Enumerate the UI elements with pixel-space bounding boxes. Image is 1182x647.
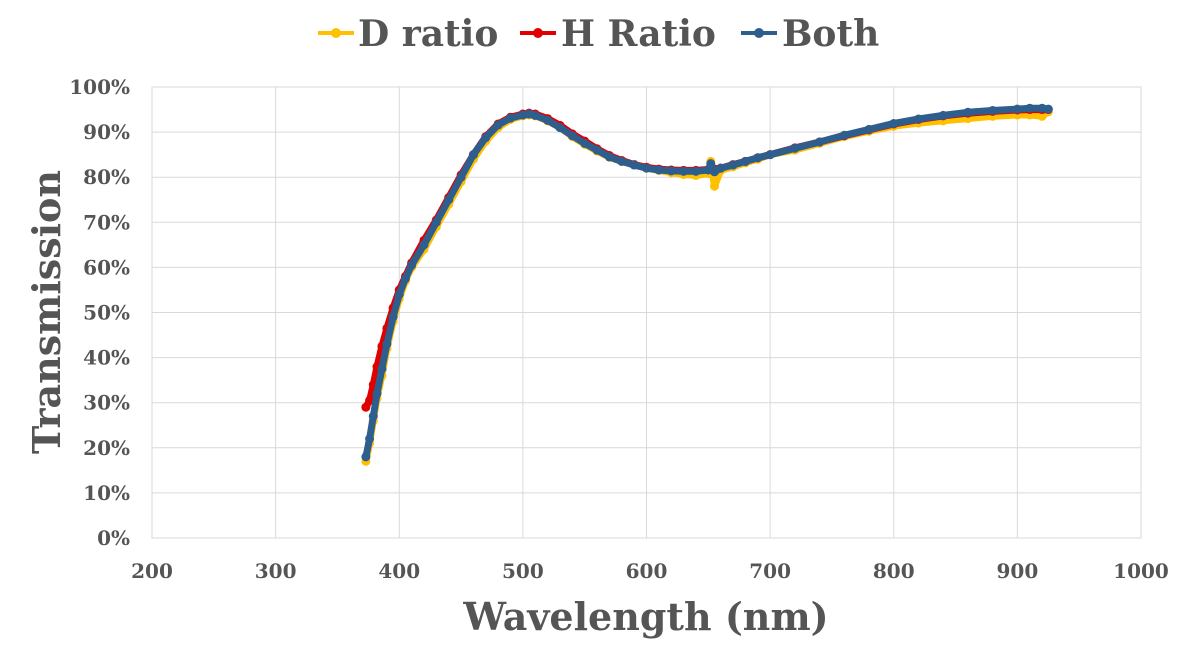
- data-point: [361, 402, 371, 412]
- data-point: [765, 150, 775, 160]
- data-point: [889, 119, 899, 129]
- legend: D ratio H Ratio Both: [318, 13, 879, 55]
- data-point: [691, 166, 701, 176]
- legend-label: D ratio: [358, 13, 498, 55]
- y-axis-ticks: 0% 10% 20% 30% 40% 50% 60% 70% 80% 90% 100%: [69, 75, 130, 550]
- data-point: [400, 274, 410, 284]
- data-point: [1025, 103, 1035, 113]
- data-point: [372, 389, 382, 399]
- data-point: [864, 124, 874, 134]
- data-point: [815, 137, 825, 147]
- y-tick-label: 10%: [83, 481, 130, 505]
- x-tick-label: 800: [873, 559, 915, 583]
- data-point: [543, 115, 553, 125]
- data-point: [382, 339, 392, 349]
- data-point: [642, 163, 651, 173]
- legend-item-d-ratio: D ratio: [318, 13, 498, 55]
- data-point: [1037, 111, 1047, 121]
- data-point: [361, 452, 371, 462]
- data-point: [679, 166, 689, 176]
- y-tick-label: 80%: [83, 165, 130, 189]
- series-both: [361, 103, 1053, 462]
- data-point: [580, 138, 590, 148]
- series-d-ratio: [361, 107, 1053, 466]
- data-point: [666, 166, 676, 176]
- data-point: [709, 181, 719, 191]
- data-point: [468, 150, 478, 160]
- data-point: [388, 312, 398, 322]
- y-axis-title: Transmission: [24, 170, 69, 454]
- data-point: [753, 153, 763, 163]
- x-tick-label: 700: [749, 559, 791, 583]
- data-point: [913, 114, 923, 124]
- legend-label: Both: [782, 13, 879, 55]
- data-point: [444, 195, 454, 205]
- data-point: [481, 133, 491, 143]
- data-point: [377, 364, 387, 374]
- data-point: [1043, 104, 1053, 114]
- data-point: [654, 165, 664, 175]
- y-tick-label: 0%: [97, 526, 130, 550]
- legend-swatch-marker: [754, 28, 764, 38]
- legend-swatch-marker: [533, 28, 543, 38]
- x-tick-label: 1000: [1113, 559, 1169, 583]
- y-tick-label: 30%: [83, 391, 130, 415]
- y-tick-label: 100%: [69, 75, 130, 99]
- data-point: [431, 217, 441, 227]
- y-tick-label: 40%: [83, 346, 130, 370]
- series-line: [362, 106, 1052, 411]
- x-tick-label: 400: [378, 559, 420, 583]
- y-tick-label: 20%: [83, 436, 130, 460]
- legend-label: H Ratio: [561, 13, 716, 55]
- data-point: [530, 110, 540, 120]
- data-point: [728, 160, 738, 170]
- data-point: [407, 260, 417, 270]
- data-point: [506, 113, 516, 123]
- data-point: [740, 156, 750, 166]
- series-layer: [361, 103, 1053, 466]
- data-point: [790, 143, 800, 153]
- data-point: [456, 172, 466, 182]
- legend-swatch-marker: [331, 28, 341, 38]
- data-point: [419, 240, 429, 250]
- y-tick-label: 60%: [83, 255, 130, 279]
- legend-item-h-ratio: H Ratio: [520, 13, 716, 55]
- y-tick-label: 90%: [83, 120, 130, 144]
- x-tick-label: 900: [997, 559, 1039, 583]
- y-tick-label: 70%: [83, 210, 130, 234]
- x-tick-label: 600: [626, 559, 668, 583]
- data-point: [839, 130, 849, 140]
- data-point: [394, 289, 404, 299]
- legend-item-both: Both: [741, 13, 879, 55]
- x-tick-label: 200: [131, 559, 173, 583]
- data-point: [617, 156, 627, 166]
- data-point: [938, 110, 948, 120]
- data-point: [493, 120, 503, 130]
- data-point: [368, 411, 378, 421]
- data-point: [629, 160, 639, 170]
- data-point: [365, 434, 375, 444]
- series-h-ratio: [361, 105, 1053, 412]
- data-point: [555, 123, 565, 133]
- data-point: [988, 105, 998, 115]
- data-point: [716, 163, 726, 173]
- data-point: [365, 395, 375, 405]
- gridlines: [151, 86, 1142, 539]
- data-point: [604, 152, 614, 162]
- x-axis-title: Wavelength (nm): [462, 594, 828, 639]
- data-point: [567, 131, 577, 141]
- data-point: [706, 159, 716, 169]
- x-axis-ticks: 200 300 400 500 600 700 800 900 1000: [131, 559, 1169, 583]
- y-tick-label: 50%: [83, 301, 130, 325]
- data-point: [1012, 104, 1022, 114]
- plot-area: [151, 86, 1142, 539]
- x-tick-label: 500: [502, 559, 544, 583]
- data-point: [592, 145, 602, 155]
- x-tick-label: 300: [255, 559, 297, 583]
- data-point: [963, 107, 973, 117]
